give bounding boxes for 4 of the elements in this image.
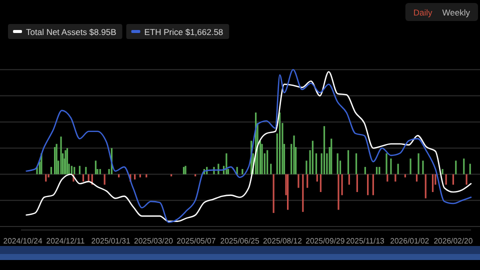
legend-label: Total Net Assets $8.95B: [26, 27, 117, 37]
text: Weekly: [442, 8, 471, 18]
text: Daily: [413, 8, 434, 18]
legend-label: ETH Price $1,662.58: [144, 27, 224, 37]
